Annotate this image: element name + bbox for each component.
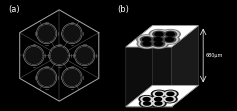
Ellipse shape <box>164 31 177 37</box>
Ellipse shape <box>165 91 176 97</box>
Circle shape <box>64 70 80 85</box>
Ellipse shape <box>141 41 153 47</box>
Ellipse shape <box>167 92 174 95</box>
Ellipse shape <box>161 30 180 39</box>
Polygon shape <box>126 85 198 107</box>
Polygon shape <box>126 47 172 107</box>
Ellipse shape <box>143 42 151 46</box>
Ellipse shape <box>152 41 165 47</box>
Ellipse shape <box>152 96 164 102</box>
Ellipse shape <box>141 37 153 42</box>
Ellipse shape <box>166 38 173 41</box>
Ellipse shape <box>155 102 162 105</box>
Polygon shape <box>126 26 198 47</box>
Polygon shape <box>126 26 198 47</box>
Text: (b): (b) <box>117 5 129 14</box>
Ellipse shape <box>163 90 178 97</box>
Ellipse shape <box>139 40 155 48</box>
Circle shape <box>51 48 67 63</box>
Circle shape <box>77 48 92 63</box>
Text: 680μm: 680μm <box>205 53 223 58</box>
Ellipse shape <box>150 96 166 103</box>
Ellipse shape <box>160 35 179 44</box>
Ellipse shape <box>162 96 177 103</box>
Polygon shape <box>172 26 198 107</box>
Ellipse shape <box>141 101 153 106</box>
Circle shape <box>39 70 55 85</box>
Polygon shape <box>126 26 152 107</box>
Ellipse shape <box>151 30 167 38</box>
Ellipse shape <box>144 102 150 105</box>
Ellipse shape <box>161 36 178 43</box>
Ellipse shape <box>154 38 162 41</box>
Ellipse shape <box>164 96 175 102</box>
Circle shape <box>64 26 80 41</box>
Ellipse shape <box>150 40 167 48</box>
Ellipse shape <box>141 96 152 102</box>
Ellipse shape <box>155 32 163 36</box>
Ellipse shape <box>139 96 154 103</box>
Ellipse shape <box>148 35 168 44</box>
Text: (a): (a) <box>9 5 20 14</box>
Ellipse shape <box>149 39 168 48</box>
Ellipse shape <box>150 36 166 43</box>
Ellipse shape <box>153 91 165 97</box>
Ellipse shape <box>166 32 174 36</box>
Polygon shape <box>126 85 198 107</box>
Ellipse shape <box>155 92 162 95</box>
Ellipse shape <box>162 30 179 38</box>
Ellipse shape <box>151 90 167 97</box>
Ellipse shape <box>151 100 166 107</box>
Ellipse shape <box>163 37 176 42</box>
Ellipse shape <box>138 36 155 43</box>
Ellipse shape <box>139 100 155 107</box>
Ellipse shape <box>153 31 165 37</box>
Circle shape <box>39 26 55 41</box>
Ellipse shape <box>155 98 162 101</box>
Circle shape <box>26 48 42 63</box>
Ellipse shape <box>153 101 164 106</box>
Ellipse shape <box>143 38 150 41</box>
Ellipse shape <box>152 37 164 42</box>
Ellipse shape <box>143 98 150 101</box>
Ellipse shape <box>155 42 163 46</box>
Ellipse shape <box>137 39 157 48</box>
Ellipse shape <box>149 30 169 39</box>
Ellipse shape <box>166 98 173 101</box>
Ellipse shape <box>137 35 156 44</box>
